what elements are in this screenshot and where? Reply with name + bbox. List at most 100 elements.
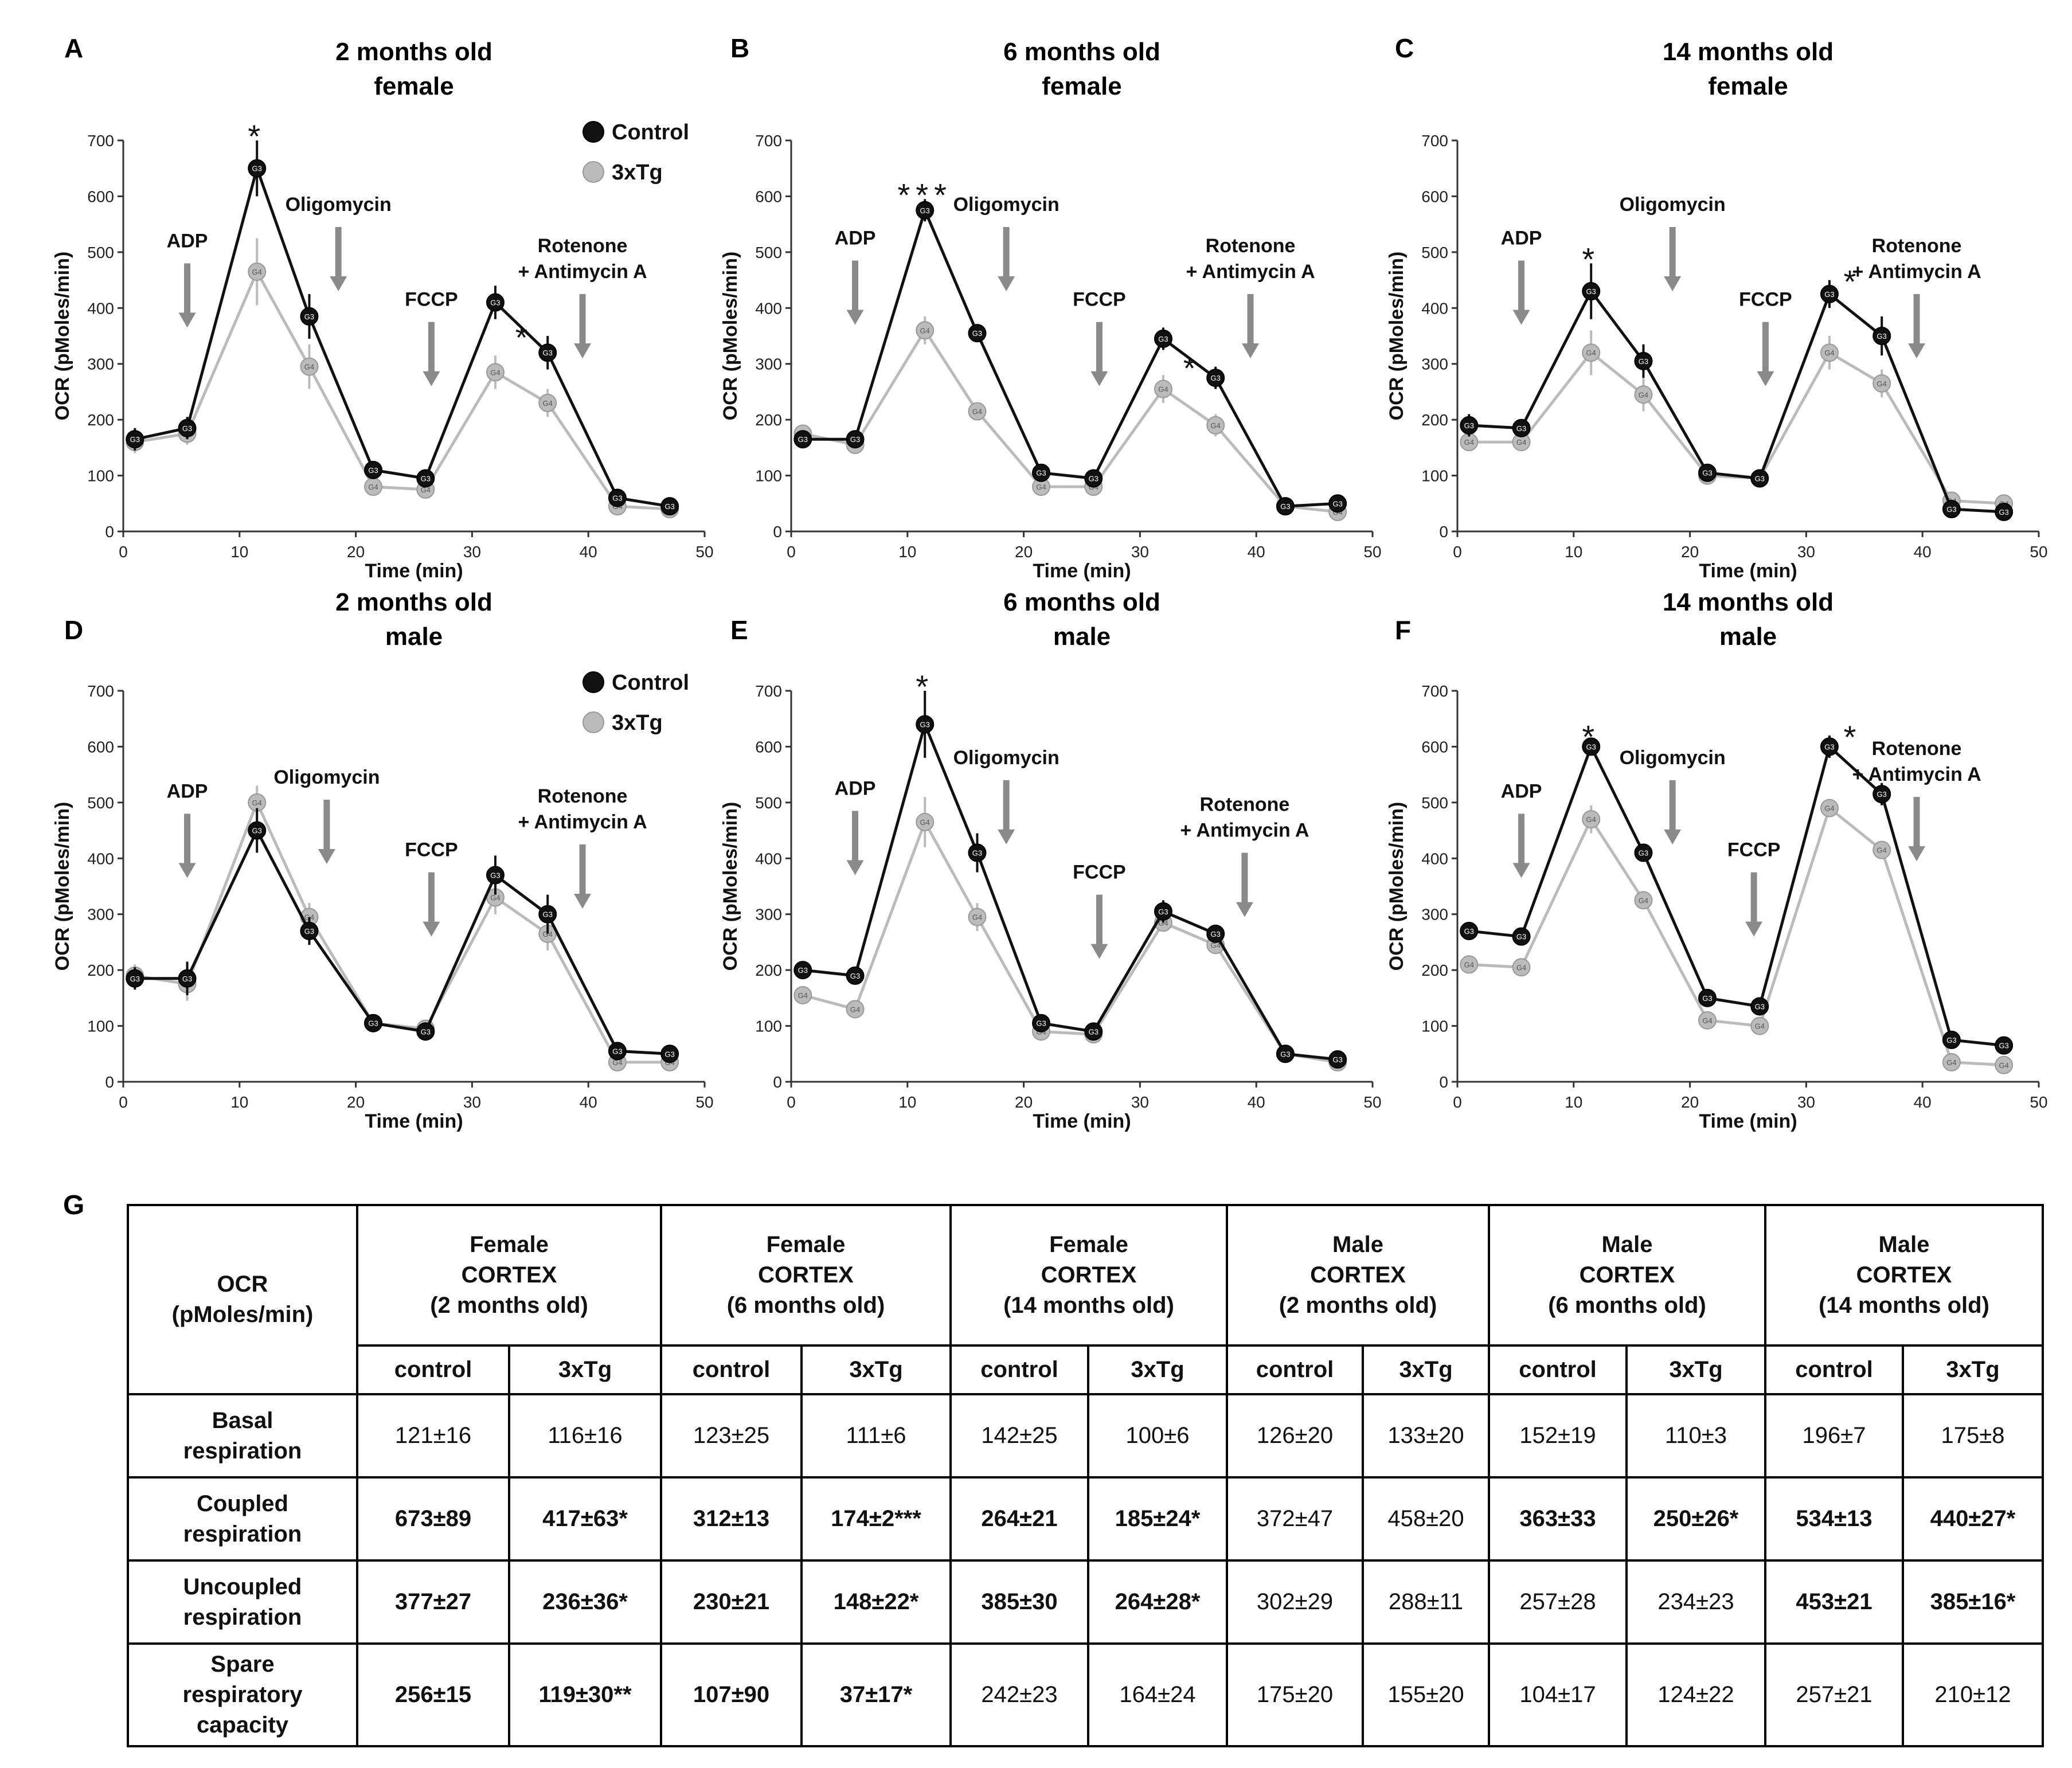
- legend-label: Control: [612, 120, 689, 144]
- injection-arrowhead: [1908, 343, 1926, 358]
- x-tick-label: 10: [230, 543, 248, 561]
- point-marker-label: G3: [612, 494, 622, 503]
- tg-data-point: [1582, 810, 1601, 829]
- chart-title: female: [374, 72, 454, 100]
- y-tick-label: 600: [755, 738, 782, 756]
- point-marker-label: G3: [543, 910, 553, 919]
- table-cell: 234±23: [1625, 1559, 1766, 1645]
- table-cell: 264±21: [949, 1476, 1089, 1562]
- table-cell: 174±2***: [800, 1476, 952, 1562]
- point-marker-label: G3: [1516, 424, 1526, 433]
- x-tick-label: 0: [787, 543, 796, 561]
- tg-data-point: [300, 357, 319, 376]
- tg-data-point: [968, 402, 987, 421]
- y-tick-label: 700: [1421, 132, 1448, 150]
- y-tick-label: 300: [1421, 906, 1448, 924]
- x-axis-label: Time (min): [1033, 1110, 1131, 1132]
- tg-series-line: [134, 268, 670, 511]
- point-marker-label: G4: [543, 930, 553, 938]
- significance-marker: *: [1582, 241, 1600, 277]
- control-series-line: [135, 827, 670, 1055]
- point-marker-label: G3: [1946, 1036, 1956, 1045]
- group-header: Male CORTEX (2 months old): [1226, 1204, 1490, 1347]
- y-tick-label: 0: [105, 1073, 114, 1091]
- y-tick-label: 700: [87, 132, 114, 150]
- y-tick-label: 100: [1421, 467, 1448, 485]
- subheader-3xtg: 3xTg: [1087, 1344, 1228, 1395]
- point-marker-label: G3: [1946, 505, 1956, 514]
- point-marker-label: G4: [1877, 846, 1887, 855]
- injection-arrowhead: [1242, 343, 1260, 358]
- y-tick-label: 400: [1421, 850, 1448, 867]
- y-tick-label: 100: [755, 1018, 782, 1035]
- subheader-control: control: [949, 1344, 1089, 1395]
- x-tick-label: 20: [347, 1093, 365, 1111]
- chart-panel-e: E 6 months old male 0 100 200 300 400 500 600 700 0…: [720, 588, 1382, 1132]
- subheader-control: control: [660, 1344, 803, 1395]
- point-marker-label: G3: [798, 966, 808, 975]
- table-cell: 104±17: [1488, 1642, 1628, 1747]
- table-cell: 148±22*: [800, 1559, 952, 1645]
- y-axis-label: OCR (pMoles/min): [52, 802, 73, 971]
- injection-arrowhead: [1236, 902, 1253, 917]
- x-tick-label: 40: [1248, 543, 1265, 561]
- row-label: Spare respiratory capacity: [127, 1642, 358, 1747]
- point-marker-label: G3: [1824, 742, 1834, 751]
- table-cell: 440±27*: [1902, 1476, 2044, 1562]
- point-marker-label: G4: [1999, 1061, 2008, 1070]
- y-tick-label: 200: [87, 411, 114, 429]
- chart-title: 14 months old: [1663, 38, 1833, 66]
- table-cell: 124±22: [1625, 1642, 1766, 1747]
- y-tick-label: 100: [87, 467, 114, 485]
- injection-arrowhead: [318, 849, 335, 865]
- point-marker-label: G4: [421, 486, 431, 494]
- control-data-point: [178, 418, 197, 437]
- y-axis-label: OCR (pMoles/min): [720, 252, 741, 421]
- table-cell: 123±25: [660, 1393, 803, 1479]
- table-corner-header: OCR (pMoles/min): [127, 1204, 358, 1395]
- tg-data-point: [1872, 840, 1891, 859]
- injection-arrowhead: [998, 276, 1015, 292]
- control-data-point: [1276, 497, 1295, 516]
- y-tick-label: 0: [1439, 1073, 1448, 1091]
- legend-label: Control: [612, 671, 689, 695]
- x-tick-label: 0: [119, 1093, 128, 1111]
- control-data-point: [1995, 1036, 2014, 1055]
- x-tick-label: 50: [2030, 1093, 2047, 1111]
- injection-label: Oligomycin: [1620, 194, 1726, 216]
- injection-arrowhead: [423, 371, 440, 386]
- tg-series-line: [802, 818, 1338, 1064]
- injection-label: FCCP: [1073, 289, 1126, 311]
- injection-label: Rotenone + Antimycin A: [1186, 235, 1315, 283]
- table-row: Uncoupled respiration 377±27 236±36* 230±21…: [127, 1559, 2044, 1645]
- subheader-control: control: [1764, 1344, 1904, 1395]
- point-marker-label: G3: [1877, 332, 1887, 341]
- injection-label: Oligomycin: [1620, 747, 1726, 769]
- control-data-point: [1942, 500, 1961, 519]
- significance-marker: *: [1844, 719, 1862, 755]
- x-tick-label: 20: [1681, 1093, 1699, 1111]
- point-marker-label: G3: [1036, 1019, 1046, 1028]
- y-tick-label: 300: [755, 355, 782, 373]
- tg-data-point: [916, 321, 935, 340]
- point-marker-label: G4: [1586, 349, 1596, 357]
- tg-data-point: [1942, 1053, 1961, 1071]
- control-data-point: [1512, 927, 1531, 946]
- table-cell: 236±36*: [508, 1559, 662, 1645]
- table-cell: 155±20: [1362, 1642, 1490, 1747]
- y-axis-label: OCR (pMoles/min): [720, 802, 741, 971]
- point-marker-label: G4: [490, 368, 500, 377]
- table-cell: 257±28: [1488, 1559, 1628, 1645]
- table-cell: 250±26*: [1625, 1476, 1766, 1562]
- point-marker-label: G4: [1824, 349, 1834, 357]
- point-marker-label: G3: [1755, 474, 1765, 483]
- point-marker-label: G4: [612, 1058, 622, 1067]
- point-marker-label: G4: [920, 326, 930, 335]
- point-marker-label: G3: [130, 975, 140, 983]
- x-tick-label: 40: [1914, 543, 1932, 561]
- significance-marker: *: [1183, 350, 1202, 386]
- y-tick-label: 500: [1421, 794, 1448, 812]
- point-marker-label: G4: [1211, 941, 1221, 949]
- x-tick-label: 30: [1131, 543, 1149, 561]
- injection-label: Rotenone + Antimycin A: [1852, 738, 1981, 785]
